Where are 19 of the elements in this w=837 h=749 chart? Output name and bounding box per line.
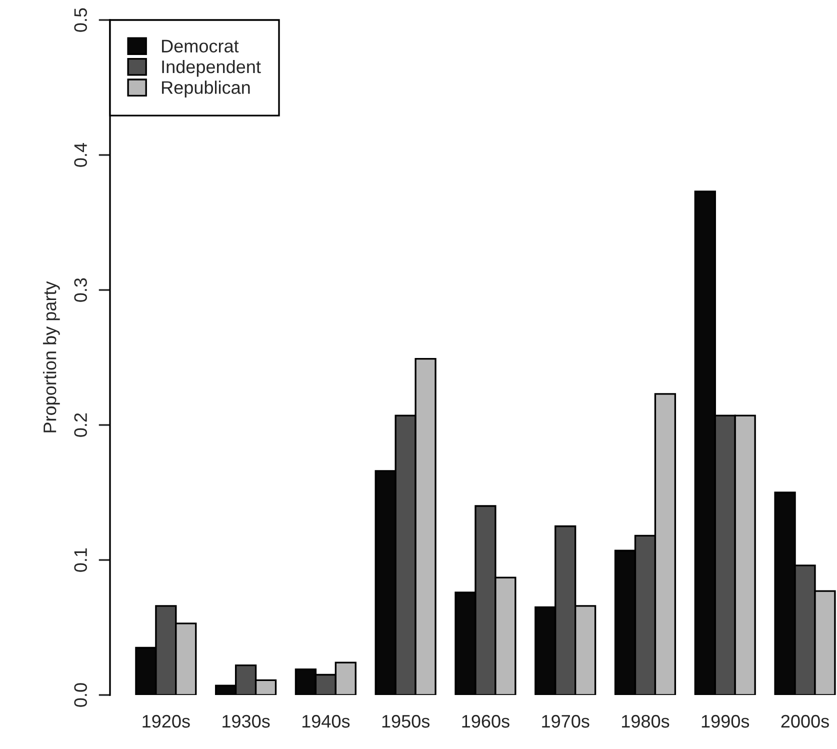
legend-label: Republican [162,80,250,98]
y-tick-label: 0.1 [74,548,87,572]
y-tick-label: 0.2 [74,413,87,437]
x-tick-label: 1990s [702,714,750,728]
y-axis-title: Proportion by party [43,281,60,432]
x-tick-label: 1940s [302,714,350,728]
legend-label: Democrat [162,40,239,52]
legend-label: Independent [162,60,261,77]
y-tick-label: 0.0 [74,683,87,707]
x-tick-label: 2000s [781,714,829,728]
x-tick-label: 1930s [222,714,270,728]
x-tick-label: 1950s [382,714,430,728]
y-tick-label: 0.4 [74,142,87,167]
y-tick-label: 0.5 [74,8,87,32]
x-tick-label: 1920s [142,714,190,728]
x-tick-label: 1980s [622,714,670,728]
x-tick-label: 1960s [462,714,510,728]
y-tick-label: 0.3 [74,278,87,302]
x-tick-label: 1970s [542,714,590,728]
